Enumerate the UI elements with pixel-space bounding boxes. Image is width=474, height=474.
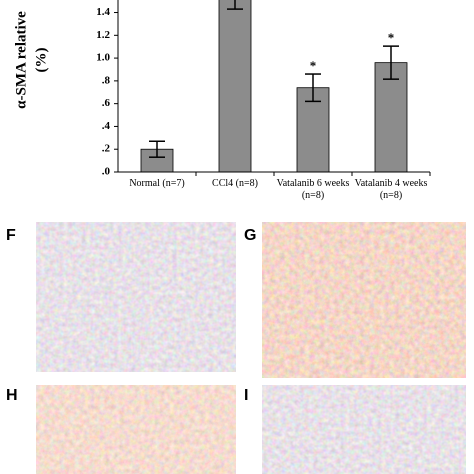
y-tick-label: .8: [102, 74, 111, 86]
plot: [140, 0, 408, 172]
bar: [374, 62, 408, 172]
panel-label: G: [244, 227, 256, 244]
y-tick-label: .0: [102, 166, 111, 178]
micrograph: [36, 385, 236, 474]
micrographs: [36, 222, 466, 474]
annotation: *: [310, 58, 317, 73]
bar: [218, 0, 252, 172]
y-tick-label: 1.2: [96, 29, 110, 41]
error-bar: [227, 0, 243, 10]
micrograph: [262, 385, 466, 474]
x-tick-label: Vatalanib 4 weeks (n=8): [354, 178, 428, 201]
y-tick-label: 1.4: [96, 6, 110, 18]
y-tick-label: .6: [102, 97, 111, 109]
y-axis-label: (%): [33, 48, 49, 73]
error-bar: [149, 140, 165, 158]
y-tick-label: 1.0: [96, 52, 110, 64]
x-tick-label: CCl4 (n=8): [212, 178, 258, 189]
panel-label: I: [244, 387, 248, 404]
x-tick-label: Normal (n=7): [129, 178, 185, 189]
x-tick-label: Vatalanib 6 weeks (n=8): [276, 178, 350, 201]
error-bar: [305, 73, 321, 103]
panel-label: H: [6, 387, 18, 404]
micrograph: [262, 222, 466, 378]
micrograph: [36, 222, 236, 372]
y-tick-label: .4: [102, 120, 111, 132]
y-tick-label: .2: [102, 143, 111, 155]
error-bar: [383, 45, 399, 80]
annotation: *: [388, 30, 395, 45]
y-axis-label: α-SMA relative: [13, 11, 29, 109]
panel-label: F: [6, 227, 16, 244]
